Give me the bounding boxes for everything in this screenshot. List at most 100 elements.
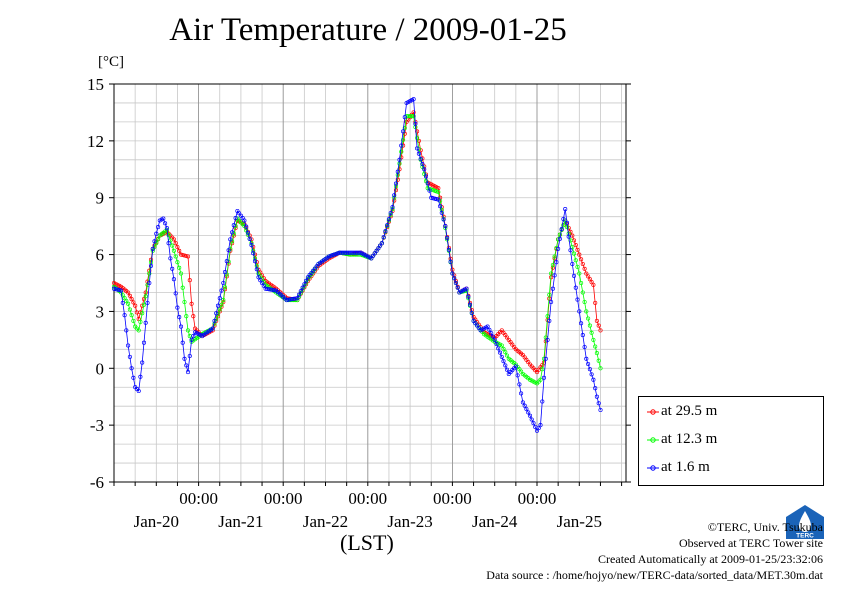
y-axis-unit: [°C]	[98, 54, 124, 70]
data-point	[177, 248, 182, 253]
data-point	[252, 259, 258, 264]
data-point	[221, 298, 226, 303]
x-tick-time-label: 00:00	[179, 489, 218, 508]
data-point	[330, 253, 335, 258]
data-point	[582, 299, 587, 305]
data-point	[598, 366, 603, 371]
data-point	[383, 229, 388, 234]
data-point	[415, 146, 420, 151]
data-point	[272, 288, 277, 293]
data-point	[579, 280, 584, 286]
data-point	[538, 377, 543, 382]
data-point	[118, 288, 124, 293]
x-tick-time-label: 00:00	[433, 489, 472, 508]
data-point	[575, 247, 580, 252]
data-point	[556, 246, 561, 251]
series-line-2	[113, 98, 601, 432]
data-point	[397, 157, 402, 162]
data-point	[395, 169, 400, 174]
data-point	[573, 258, 578, 263]
data-point	[254, 267, 259, 272]
data-point	[418, 156, 423, 161]
data-point	[332, 252, 337, 257]
data-point	[549, 271, 554, 276]
data-point	[416, 138, 421, 143]
data-point	[545, 337, 550, 342]
data-point	[596, 358, 601, 363]
data-point	[386, 217, 391, 222]
data-point	[589, 330, 594, 335]
data-point	[490, 334, 495, 339]
legend-marker-green-icon	[647, 437, 659, 443]
data-point	[439, 210, 444, 215]
data-point	[302, 282, 307, 287]
data-point	[504, 367, 510, 372]
data-point	[409, 114, 414, 119]
data-point	[178, 324, 184, 329]
data-point	[131, 318, 136, 323]
created-text: Created Automatically at 2009-01-25/23:3…	[598, 552, 823, 566]
data-point	[115, 287, 120, 292]
data-point	[178, 271, 184, 276]
series-layer	[111, 97, 603, 433]
x-tick-time-label: 00:00	[518, 489, 557, 508]
logo-text: TERC	[796, 533, 814, 540]
data-point	[185, 328, 191, 333]
legend-label: at 12.3 m	[661, 431, 718, 447]
data-point	[124, 298, 129, 304]
data-point	[466, 294, 471, 299]
data-point	[543, 356, 548, 361]
x-tick-time-label: 00:00	[348, 489, 387, 508]
data-point	[304, 278, 309, 283]
data-point	[550, 286, 555, 291]
y-tick-label: -6	[90, 473, 104, 492]
data-point	[452, 276, 457, 281]
data-point	[570, 244, 575, 250]
data-point	[446, 247, 451, 252]
data-point	[538, 423, 543, 428]
data-point	[261, 283, 266, 288]
series-markers-2	[111, 97, 603, 433]
data-point	[517, 382, 522, 387]
data-point	[143, 320, 148, 325]
data-point	[399, 143, 404, 148]
data-point	[127, 354, 132, 359]
data-point	[226, 248, 231, 253]
data-point	[170, 243, 175, 248]
data-point	[496, 346, 501, 351]
data-point	[519, 391, 524, 396]
data-point	[399, 149, 404, 154]
data-point	[533, 424, 538, 430]
data-point	[563, 207, 568, 212]
data-point	[219, 288, 224, 293]
legend-marker-red-icon	[647, 409, 659, 415]
legend-label: at 1.6 m	[661, 459, 710, 475]
data-point	[598, 407, 603, 413]
data-point	[224, 259, 229, 264]
data-point	[550, 262, 555, 268]
data-point	[547, 292, 552, 297]
data-point	[141, 302, 147, 307]
data-point	[425, 181, 430, 186]
data-point	[245, 230, 250, 235]
data-point	[573, 243, 578, 248]
legend-item-1-6m: at 1.6 m	[639, 458, 823, 478]
data-point	[147, 280, 152, 286]
data-point	[429, 195, 434, 200]
data-point	[393, 181, 399, 186]
data-point	[593, 344, 598, 349]
data-point	[120, 293, 125, 298]
x-axis-label: (LST)	[340, 530, 394, 555]
data-point	[524, 406, 529, 412]
data-point	[467, 302, 473, 307]
data-point	[133, 303, 138, 308]
data-point	[175, 260, 180, 265]
data-point	[415, 135, 420, 141]
data-point	[584, 309, 589, 314]
data-point	[173, 254, 178, 259]
data-point	[390, 205, 395, 210]
data-point	[120, 300, 125, 305]
data-point	[163, 221, 168, 226]
data-point	[184, 363, 189, 368]
